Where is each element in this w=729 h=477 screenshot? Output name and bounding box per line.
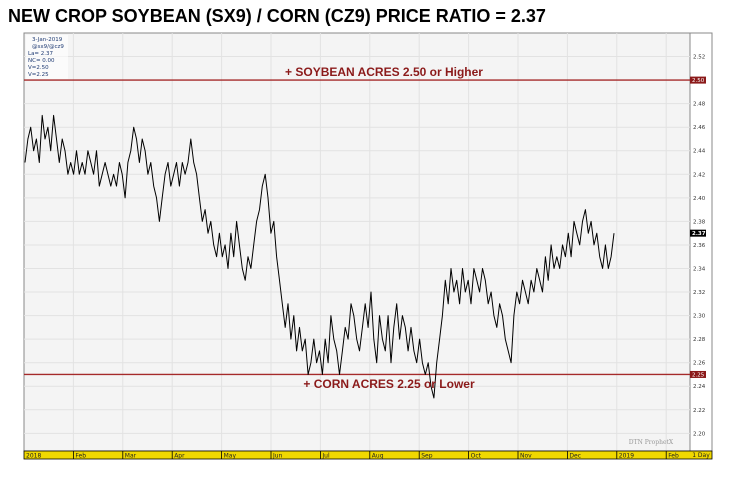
reference-value-box bbox=[690, 76, 706, 84]
reference-value-label: 2.25 bbox=[692, 372, 705, 378]
x-tick-label: Dec bbox=[569, 453, 581, 460]
ratio-series-line bbox=[24, 114, 615, 399]
corn-acres-label: + CORN ACRES 2.25 or Lower bbox=[303, 377, 475, 391]
info-symbol: @sx9/@cz9 bbox=[32, 44, 64, 50]
date-axis: 2018 Feb Mar Apr May Jun Jul Aug Sep Oct Nov Dec 201… bbox=[23, 450, 713, 460]
reference-value-box bbox=[690, 370, 706, 378]
y-tick-label: 2.32 bbox=[693, 290, 705, 296]
series-layer bbox=[24, 114, 615, 399]
y-tick-label: 2.28 bbox=[693, 337, 706, 343]
info-net-change: NC= 0.00 bbox=[28, 58, 55, 64]
x-tick-label: 2019 bbox=[619, 453, 634, 460]
x-tick-label: 2018 bbox=[26, 453, 41, 460]
info-v2: V=2.25 bbox=[28, 72, 49, 78]
y-tick-label: 2.46 bbox=[693, 125, 706, 131]
y-tick-label: 2.52 bbox=[693, 55, 705, 61]
chart-title: NEW CROP SOYBEAN (SX9) / CORN (CZ9) PRIC… bbox=[8, 6, 546, 26]
x-tick-label: Feb bbox=[668, 453, 679, 460]
info-date: 3-Jan-2019 bbox=[32, 37, 63, 43]
timeframe-label: 1 Day bbox=[692, 452, 710, 459]
watermark: DTN ProphetX bbox=[629, 439, 674, 446]
reference-lines: 2.50 2.25 bbox=[24, 76, 706, 378]
x-tick-label: May bbox=[224, 453, 237, 460]
y-tick-label: 2.24 bbox=[693, 384, 706, 390]
x-tick-label: Jul bbox=[321, 453, 330, 460]
y-tick-label: 2.42 bbox=[693, 172, 705, 178]
y-tick-label: 2.36 bbox=[693, 243, 706, 249]
y-tick-label: 2.38 bbox=[693, 219, 706, 225]
x-tick-label: Sep bbox=[421, 453, 433, 460]
x-tick-label: Aug bbox=[372, 453, 384, 460]
y-tick-label: 2.26 bbox=[693, 361, 706, 367]
y-tick-label: 2.44 bbox=[693, 149, 706, 155]
y-tick-label: 2.34 bbox=[693, 266, 706, 272]
info-panel: 3-Jan-2019 @sx9/@cz9 La= 2.37 NC= 0.00 V… bbox=[26, 35, 68, 79]
x-tick-label: Oct bbox=[471, 453, 482, 460]
x-tick-label: Jun bbox=[272, 453, 283, 460]
current-value-box bbox=[690, 229, 706, 237]
soybean-acres-label: + SOYBEAN ACRES 2.50 or Higher bbox=[285, 65, 483, 79]
y-tick-label: 2.20 bbox=[693, 431, 706, 437]
y-tick-label: 2.30 bbox=[693, 314, 706, 320]
x-tick-label: Apr bbox=[174, 453, 185, 460]
info-v1: V=2.50 bbox=[28, 65, 49, 71]
x-tick-label: Nov bbox=[520, 453, 532, 460]
reference-value-label: 2.50 bbox=[692, 78, 705, 84]
current-value-label: 2.37 bbox=[692, 231, 706, 237]
y-tick-label: 2.48 bbox=[693, 102, 706, 108]
y-tick-label: 2.40 bbox=[693, 196, 706, 202]
x-tick-label: Mar bbox=[125, 453, 137, 460]
y-tick-label: 2.22 bbox=[693, 408, 705, 414]
x-tick-label: Feb bbox=[75, 453, 86, 460]
info-last: La= 2.37 bbox=[28, 51, 54, 57]
y-axis-ticks: 2.52 2.48 2.46 2.44 2.42 2.40 2.38 2.36 2.34 2.32… bbox=[690, 55, 706, 437]
grid-layer bbox=[24, 33, 690, 451]
